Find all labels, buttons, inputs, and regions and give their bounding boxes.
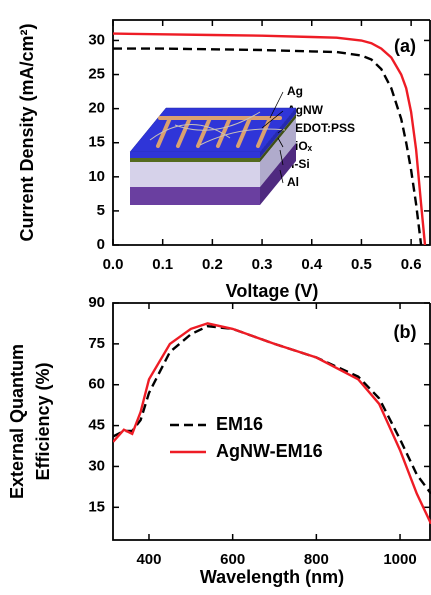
- layer-pedot: [130, 152, 260, 158]
- y-tick-label: 30: [88, 457, 105, 474]
- device-schematic: [130, 92, 296, 205]
- y-tick-label: 75: [88, 335, 105, 352]
- y-tick-label: 15: [88, 134, 105, 151]
- x-tick-label: 0.4: [301, 256, 323, 273]
- y-tick-label: 0: [97, 236, 105, 253]
- x-tick-label: 0.1: [152, 256, 173, 273]
- data-line: [113, 326, 431, 494]
- page: {"chart_data": [ {"type": "line", "annot…: [0, 0, 431, 590]
- y-tick-label: 25: [88, 66, 105, 83]
- inset-label: Al: [287, 175, 299, 189]
- x-tick-label: 0.5: [351, 256, 372, 273]
- y-axis-title: Current Density (mA/cm²): [17, 23, 37, 241]
- x-tick-label: 0.2: [202, 256, 223, 273]
- layer-nsi: [130, 162, 260, 187]
- y-tick-label: 60: [88, 376, 105, 393]
- y-tick-label: 15: [88, 498, 105, 515]
- y-tick-label: 90: [88, 294, 105, 311]
- layer-siox: [130, 158, 260, 162]
- figure: 0.0 0.1 0.2 0.3 0.4 0.5 0.6 0 5 10 15 20 25 30 Voltage…: [0, 0, 431, 590]
- inset-label: PEDOT:PSS: [287, 121, 355, 135]
- x-tick-label: 600: [220, 551, 245, 568]
- y-tick-label: 10: [88, 168, 105, 185]
- y-tick-label: 5: [97, 202, 105, 219]
- y-axis-title: External Quantum: [7, 344, 27, 499]
- x-tick-label: 400: [136, 551, 161, 568]
- x-axis-title: Wavelength (nm): [200, 567, 344, 587]
- y-axis-title: Efficiency (%): [33, 362, 53, 480]
- y-tick-label: 45: [88, 417, 105, 434]
- layer-al: [130, 187, 260, 205]
- legend-label: EM16: [216, 414, 263, 434]
- y-tick-label: 30: [88, 31, 105, 48]
- inset-label: Ag: [287, 84, 303, 98]
- panel-label: (b): [394, 322, 417, 342]
- legend-label: AgNW-EM16: [216, 441, 323, 461]
- data-line: [113, 323, 431, 523]
- y-tick-label: 20: [88, 100, 105, 117]
- x-tick-label: 0.0: [103, 256, 124, 273]
- panel-label: (a): [394, 36, 416, 56]
- x-axis-title: Voltage (V): [226, 281, 319, 301]
- x-tick-label: 800: [304, 551, 329, 568]
- x-tick-label: 1000: [383, 551, 416, 568]
- x-tick-label: 0.3: [252, 256, 273, 273]
- x-tick-label: 0.6: [401, 256, 422, 273]
- axis-frame: [113, 303, 430, 540]
